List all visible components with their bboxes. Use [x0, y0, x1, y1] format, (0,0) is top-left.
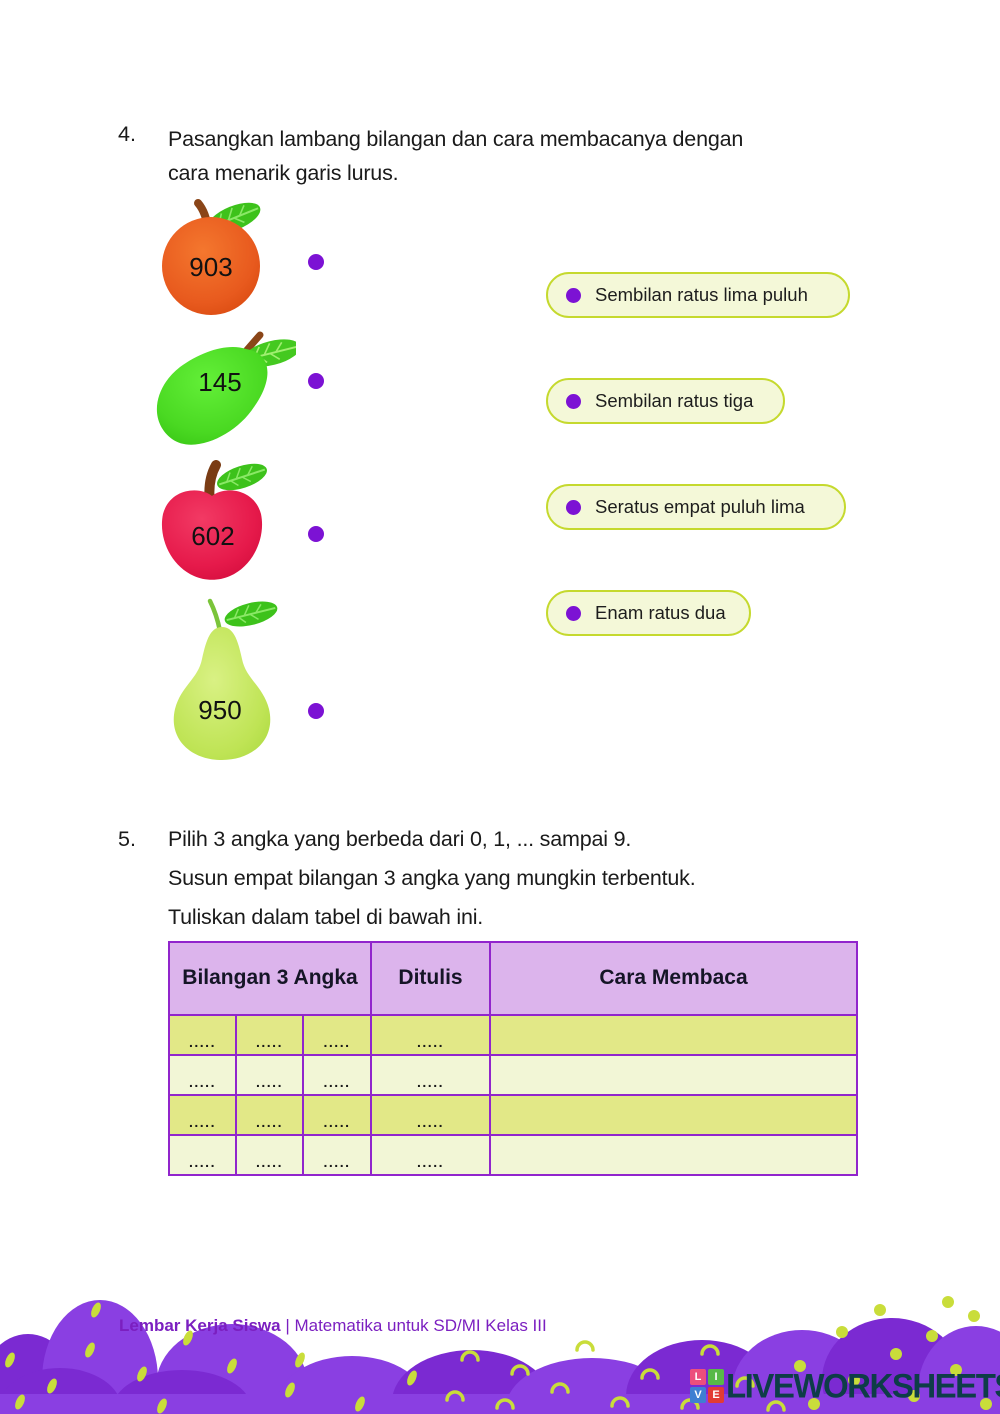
answer-cell-ditulis[interactable]: ..... [370, 1054, 492, 1096]
answer-cell[interactable]: ..... [168, 1134, 237, 1176]
apple-icon: 602 [161, 460, 267, 580]
answer-cell-ditulis[interactable]: ..... [370, 1134, 492, 1176]
header-ditulis: Ditulis [370, 941, 492, 1016]
option-label: Sembilan ratus tiga [595, 390, 754, 411]
footer-bushes-decoration [0, 1296, 1000, 1414]
answer-cell[interactable]: ..... [235, 1054, 304, 1096]
footer-credit-subtitle: | Matematika untuk SD/MI Kelas III [285, 1316, 547, 1335]
option-enam-ratus-dua[interactable]: Enam ratus dua [546, 590, 751, 636]
answer-cell-ditulis[interactable]: ..... [370, 1094, 492, 1136]
answer-cell[interactable]: ..... [235, 1014, 304, 1056]
option-sembilan-ratus-tiga[interactable]: Sembilan ratus tiga [546, 378, 785, 424]
liveworksheets-wordmark: LIVEWORKSHEETS [726, 1366, 1000, 1405]
answer-cell-cara-membaca[interactable] [489, 1054, 859, 1096]
option-label: Sembilan ratus lima puluh [595, 284, 808, 305]
table-row: ..... ..... ..... ..... [168, 1054, 859, 1096]
question4-text: Pasangkan lambang bilangan dan cara memb… [168, 122, 873, 190]
option-dot-icon[interactable] [566, 499, 581, 515]
answer-cell-cara-membaca[interactable] [489, 1014, 859, 1056]
table-header-row: Bilangan 3 Angka Ditulis Cara Membaca [167, 941, 859, 1016]
answer-cell[interactable]: ..... [301, 1094, 373, 1136]
liveworksheets-grid-icon: L I V E [690, 1369, 724, 1403]
mango-value: 145 [198, 367, 241, 397]
option-dot-icon[interactable] [566, 605, 581, 621]
answer-cell-cara-membaca[interactable] [489, 1134, 859, 1176]
table-row: ..... ..... ..... ..... [168, 1094, 859, 1136]
answer-cell[interactable]: ..... [235, 1094, 304, 1136]
question4-text-line2: cara menarik garis lurus. [168, 161, 399, 185]
connector-dot-950[interactable] [308, 703, 324, 719]
answer-cell[interactable]: ..... [301, 1014, 373, 1056]
answer-cell[interactable]: ..... [168, 1054, 237, 1096]
question5-line1: Pilih 3 angka yang berbeda dari 0, 1, ..… [168, 827, 632, 851]
answer-cell[interactable]: ..... [301, 1054, 373, 1096]
footer-credit-title: Lembar Kerja Siswa [119, 1316, 281, 1335]
question5-number: 5. [118, 827, 136, 851]
question4-text-line1: Pasangkan lambang bilangan dan cara memb… [168, 127, 744, 151]
connector-dot-145[interactable] [308, 373, 324, 389]
answer-cell[interactable]: ..... [168, 1014, 237, 1056]
table-row: ..... ..... ..... ..... [168, 1014, 859, 1056]
answer-cell[interactable]: ..... [301, 1134, 373, 1176]
apple-value: 602 [191, 521, 234, 551]
question5-line2: Susun empat bilangan 3 angka yang mungki… [168, 866, 696, 890]
pear-icon: 950 [173, 598, 278, 760]
table-row: ..... ..... ..... ..... [168, 1134, 859, 1176]
logo-square-v: V [690, 1387, 706, 1403]
logo-square-l: L [690, 1369, 706, 1385]
option-dot-icon[interactable] [566, 393, 581, 409]
answer-table: Bilangan 3 Angka Ditulis Cara Membaca ..… [167, 941, 859, 1176]
question5-line3: Tuliskan dalam tabel di bawah ini. [168, 905, 484, 929]
orange-icon: 903 [162, 199, 261, 315]
option-dot-icon[interactable] [566, 287, 581, 303]
liveworksheets-logo: L I V E LIVEWORKSHEETS [690, 1366, 1000, 1405]
mango-icon: 145 [156, 331, 296, 445]
answer-cell-cara-membaca[interactable] [489, 1094, 859, 1136]
header-bilangan-3-angka: Bilangan 3 Angka [167, 941, 373, 1016]
question4-number: 4. [118, 122, 136, 146]
connector-dot-602[interactable] [308, 526, 324, 542]
header-cara-membaca: Cara Membaca [489, 941, 859, 1016]
logo-square-e: E [708, 1387, 724, 1403]
answer-cell[interactable]: ..... [168, 1094, 237, 1136]
option-seratus-empat-puluh-lima[interactable]: Seratus empat puluh lima [546, 484, 846, 530]
option-label: Seratus empat puluh lima [595, 496, 805, 517]
answer-cell-ditulis[interactable]: ..... [370, 1014, 492, 1056]
option-label: Enam ratus dua [595, 602, 726, 623]
pear-value: 950 [198, 695, 241, 725]
footer-credit: Lembar Kerja Siswa | Matematika untuk SD… [119, 1316, 547, 1336]
orange-value: 903 [189, 252, 232, 282]
answer-cell[interactable]: ..... [235, 1134, 304, 1176]
connector-dot-903[interactable] [308, 254, 324, 270]
option-sembilan-ratus-lima-puluh[interactable]: Sembilan ratus lima puluh [546, 272, 850, 318]
logo-square-i: I [708, 1369, 724, 1385]
